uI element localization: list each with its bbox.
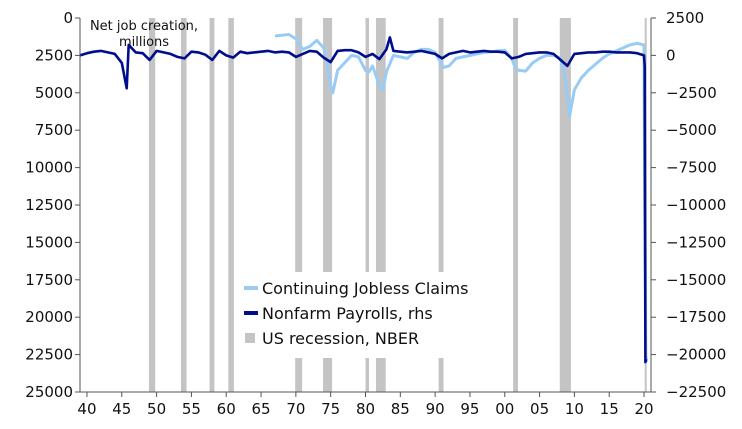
recession-band-3 xyxy=(228,18,234,392)
recession-band-5 xyxy=(323,18,333,392)
series-layer xyxy=(79,33,648,364)
right-tick-label-6: −12500 xyxy=(666,233,726,251)
left-tick-label-1: 2500 xyxy=(35,46,73,64)
recession-band-0 xyxy=(148,18,156,392)
right-tick-label-4: −7500 xyxy=(666,159,717,177)
recession-band-8 xyxy=(438,18,444,392)
right-tick-label-7: −15000 xyxy=(666,271,726,289)
recession-band-2 xyxy=(209,18,215,392)
right-tick-label-1: 0 xyxy=(666,46,676,64)
x-tick-label-12: 00 xyxy=(495,400,514,418)
left-tick-label-7: 17500 xyxy=(25,271,73,289)
left-tick-label-5: 12500 xyxy=(25,196,73,214)
left-tick-label-0: 0 xyxy=(63,9,73,27)
right-tick-label-8: −17500 xyxy=(666,308,726,326)
x-tick-label-4: 60 xyxy=(217,400,236,418)
recession-band-6 xyxy=(365,18,369,392)
series-line-nonfarm-payrolls xyxy=(79,36,648,364)
x-tick-label-2: 50 xyxy=(147,400,166,418)
left-tick-label-10: 25000 xyxy=(25,383,73,401)
x-tick-label-5: 65 xyxy=(252,400,271,418)
right-axis-ticks: 2500 0 −2500 −5000 −7500 −10000 −12500 −15000 −1… xyxy=(651,9,726,401)
recession-band-4 xyxy=(295,18,303,392)
legend-label-payrolls: Nonfarm Payrolls, rhs xyxy=(262,304,433,323)
x-tick-label-10: 90 xyxy=(426,400,445,418)
legend-swatch-recession xyxy=(245,333,255,343)
left-tick-label-8: 20000 xyxy=(25,308,73,326)
x-tick-label-3: 55 xyxy=(182,400,201,418)
x-tick-label-8: 80 xyxy=(356,400,375,418)
left-axis-ticks: 0 2500 5000 7500 10000 12500 15000 17500 20000 22… xyxy=(25,9,80,401)
x-tick-label-15: 15 xyxy=(600,400,619,418)
right-tick-label-3: −5000 xyxy=(666,121,717,139)
x-tick-label-14: 10 xyxy=(565,400,584,418)
x-axis-ticks: 40 45 50 55 60 65 70 75 80 85 90 95 00 05 10 15 20 xyxy=(77,392,654,418)
left-tick-label-2: 5000 xyxy=(35,84,73,102)
recession-band-10 xyxy=(559,18,571,392)
left-tick-label-9: 22500 xyxy=(25,346,73,364)
x-tick-label-11: 95 xyxy=(460,400,479,418)
x-tick-label-0: 40 xyxy=(77,400,96,418)
x-tick-label-13: 05 xyxy=(530,400,549,418)
x-tick-label-6: 70 xyxy=(286,400,305,418)
right-tick-label-10: −22500 xyxy=(666,383,726,401)
right-tick-label-0: 2500 xyxy=(666,9,704,27)
recession-band-1 xyxy=(180,18,187,392)
left-tick-label-3: 7500 xyxy=(35,121,73,139)
recession-band-7 xyxy=(375,18,386,392)
x-tick-label-7: 75 xyxy=(321,400,340,418)
left-tick-label-4: 10000 xyxy=(25,159,73,177)
legend: Continuing Jobless Claims Nonfarm Payrol… xyxy=(240,272,480,358)
right-tick-label-9: −20000 xyxy=(666,346,726,364)
recession-bands xyxy=(148,18,647,392)
right-tick-label-5: −10000 xyxy=(666,196,726,214)
annotation-line-2: millions xyxy=(119,35,169,50)
x-tick-label-16: 20 xyxy=(634,400,653,418)
legend-label-recession: US recession, NBER xyxy=(262,329,419,348)
x-tick-label-1: 45 xyxy=(112,400,131,418)
legend-background xyxy=(240,272,480,358)
series-line-continuing-claims xyxy=(274,33,648,363)
right-tick-label-2: −2500 xyxy=(666,84,717,102)
annotation-line-1: Net job creation, xyxy=(90,19,198,34)
x-tick-label-9: 85 xyxy=(391,400,410,418)
recession-band-9 xyxy=(513,18,518,392)
left-tick-label-6: 15000 xyxy=(25,233,73,251)
legend-label-claims: Continuing Jobless Claims xyxy=(262,279,468,298)
